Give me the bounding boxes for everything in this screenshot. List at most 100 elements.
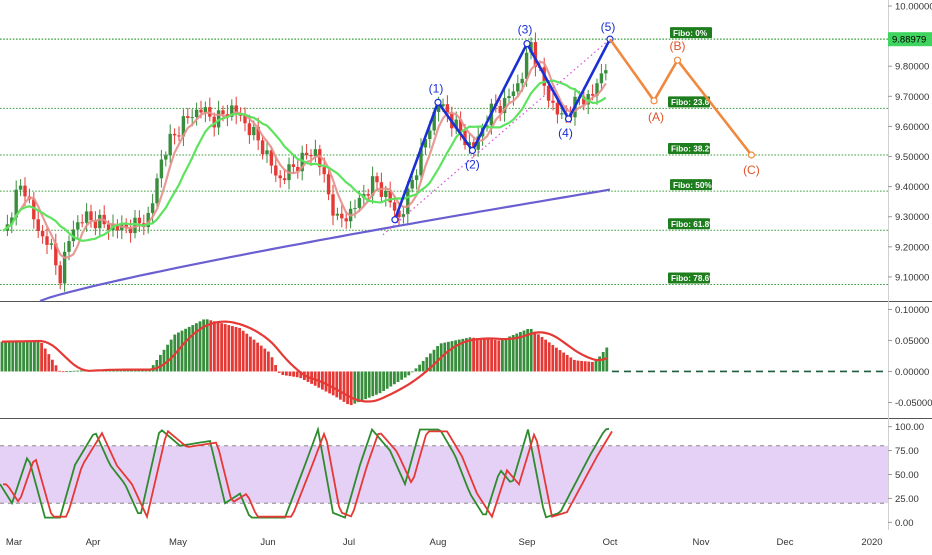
candle-body	[159, 159, 164, 179]
macd-histogram-bar	[335, 371, 339, 398]
macd-histogram-bar	[375, 371, 378, 395]
macd-histogram-bar	[429, 353, 432, 372]
candle-body	[458, 119, 463, 131]
macd-histogram-bar	[508, 336, 511, 372]
macd-histogram-bar	[522, 330, 526, 372]
candle-body	[265, 150, 269, 155]
macd-histogram-bar	[43, 348, 47, 372]
macd-histogram-bar	[511, 335, 515, 372]
candle-body	[80, 222, 84, 224]
macd-histogram-bar	[331, 371, 335, 396]
macd-histogram-bar	[277, 371, 281, 373]
macd-histogram-bar	[202, 319, 205, 372]
macd-tick-label: 0.05000	[895, 336, 929, 347]
time-axis-label: Sep	[519, 537, 536, 548]
macd-histogram-bar	[454, 340, 457, 372]
macd-histogram-bar	[594, 360, 598, 372]
candle-body	[340, 213, 344, 219]
candle-body	[520, 78, 524, 84]
candle-body	[366, 194, 370, 196]
macd-histogram-bar	[529, 328, 533, 372]
macd-histogram-bar	[562, 352, 565, 372]
price-tick-label: 9.20000	[895, 242, 929, 253]
macd-histogram-bar	[601, 351, 605, 372]
macd-histogram-bar	[259, 345, 263, 372]
fibonacci-label: Fibo: 61.8%	[671, 220, 717, 229]
macd-histogram-bar	[555, 347, 558, 372]
candle-body	[234, 105, 238, 115]
candle-body	[115, 224, 120, 231]
candle-body	[137, 217, 142, 224]
macd-histogram-bar	[393, 371, 396, 385]
macd-histogram-bar	[195, 323, 198, 372]
macd-histogram-bar	[184, 328, 187, 372]
candle-body	[467, 142, 472, 146]
time-axis-label: Nov	[693, 537, 710, 548]
candle-body	[291, 164, 296, 167]
macd-histogram-bar	[515, 333, 519, 372]
macd-histogram-bar	[353, 371, 357, 404]
macd-histogram-bar	[573, 359, 576, 372]
elliott-wave-point	[391, 216, 399, 224]
macd-histogram-bar	[425, 357, 429, 372]
macd-histogram-bar	[447, 341, 450, 372]
abc-wave-point	[673, 56, 682, 64]
macd-histogram-bar	[223, 324, 227, 372]
macd-histogram-bar	[565, 354, 569, 372]
price-tick-label: 9.50000	[895, 152, 929, 163]
macd-histogram-bar	[378, 371, 382, 394]
candle-body	[326, 174, 331, 195]
macd-histogram-bar	[414, 368, 418, 372]
macd-histogram-bar	[40, 342, 43, 372]
time-axis-label: Jun	[260, 537, 275, 548]
macd-histogram-bar	[58, 370, 61, 372]
macd-histogram-bar	[551, 345, 555, 372]
macd-histogram-bar	[501, 339, 504, 372]
candle-body	[414, 175, 419, 181]
macd-histogram-bar	[537, 334, 540, 372]
candle-body	[93, 220, 98, 229]
price-tick-label: 9.80000	[895, 62, 929, 73]
time-axis-label: Oct	[603, 537, 618, 548]
candle-body	[370, 176, 375, 196]
macd-histogram-bar	[598, 356, 601, 372]
macd-histogram-bar	[36, 340, 40, 372]
candle-body	[507, 96, 511, 99]
sma-slow-line	[39, 188, 611, 303]
macd-histogram-bar	[346, 371, 349, 405]
macd-histogram-bar	[547, 342, 551, 372]
fibonacci-label: Fibo: 50%	[673, 181, 712, 190]
macd-histogram-bar	[400, 371, 403, 380]
candle-body	[445, 104, 450, 114]
macd-tick-label: 0.00000	[895, 367, 929, 378]
candle-body	[124, 224, 128, 229]
candle-body	[423, 139, 428, 148]
abc-wave-point	[650, 97, 658, 105]
macd-histogram-bar	[65, 371, 69, 372]
macd-histogram-bar	[418, 364, 421, 372]
macd-tick-label: -0.05000	[895, 398, 932, 409]
candle-body	[89, 211, 93, 221]
candle-body	[516, 83, 520, 92]
macd-histogram-bar	[461, 338, 465, 372]
corrective-wave-label: (C)	[743, 163, 760, 177]
macd-histogram-bar	[198, 321, 202, 372]
price-tick-label: 9.10000	[895, 272, 929, 283]
macd-histogram-bar	[256, 342, 259, 372]
corrective-wave-label: (B)	[670, 39, 686, 53]
macd-histogram-bar	[162, 349, 166, 372]
candle-body	[164, 155, 168, 160]
candle-body	[190, 117, 194, 119]
time-axis-label: May	[169, 537, 187, 548]
fibonacci-label: Fibo: 0%	[673, 29, 708, 38]
candle-body	[247, 123, 252, 136]
macd-histogram-bar	[4, 341, 7, 372]
candle-body	[186, 116, 190, 118]
current-price-tag	[888, 32, 932, 47]
macd-histogram-bar	[465, 338, 468, 372]
macd-histogram-bar	[79, 370, 83, 372]
macd-histogram-bar	[580, 360, 583, 372]
fibonacci-label: Fibo: 78.6%	[671, 274, 717, 283]
candle-body	[524, 52, 529, 79]
